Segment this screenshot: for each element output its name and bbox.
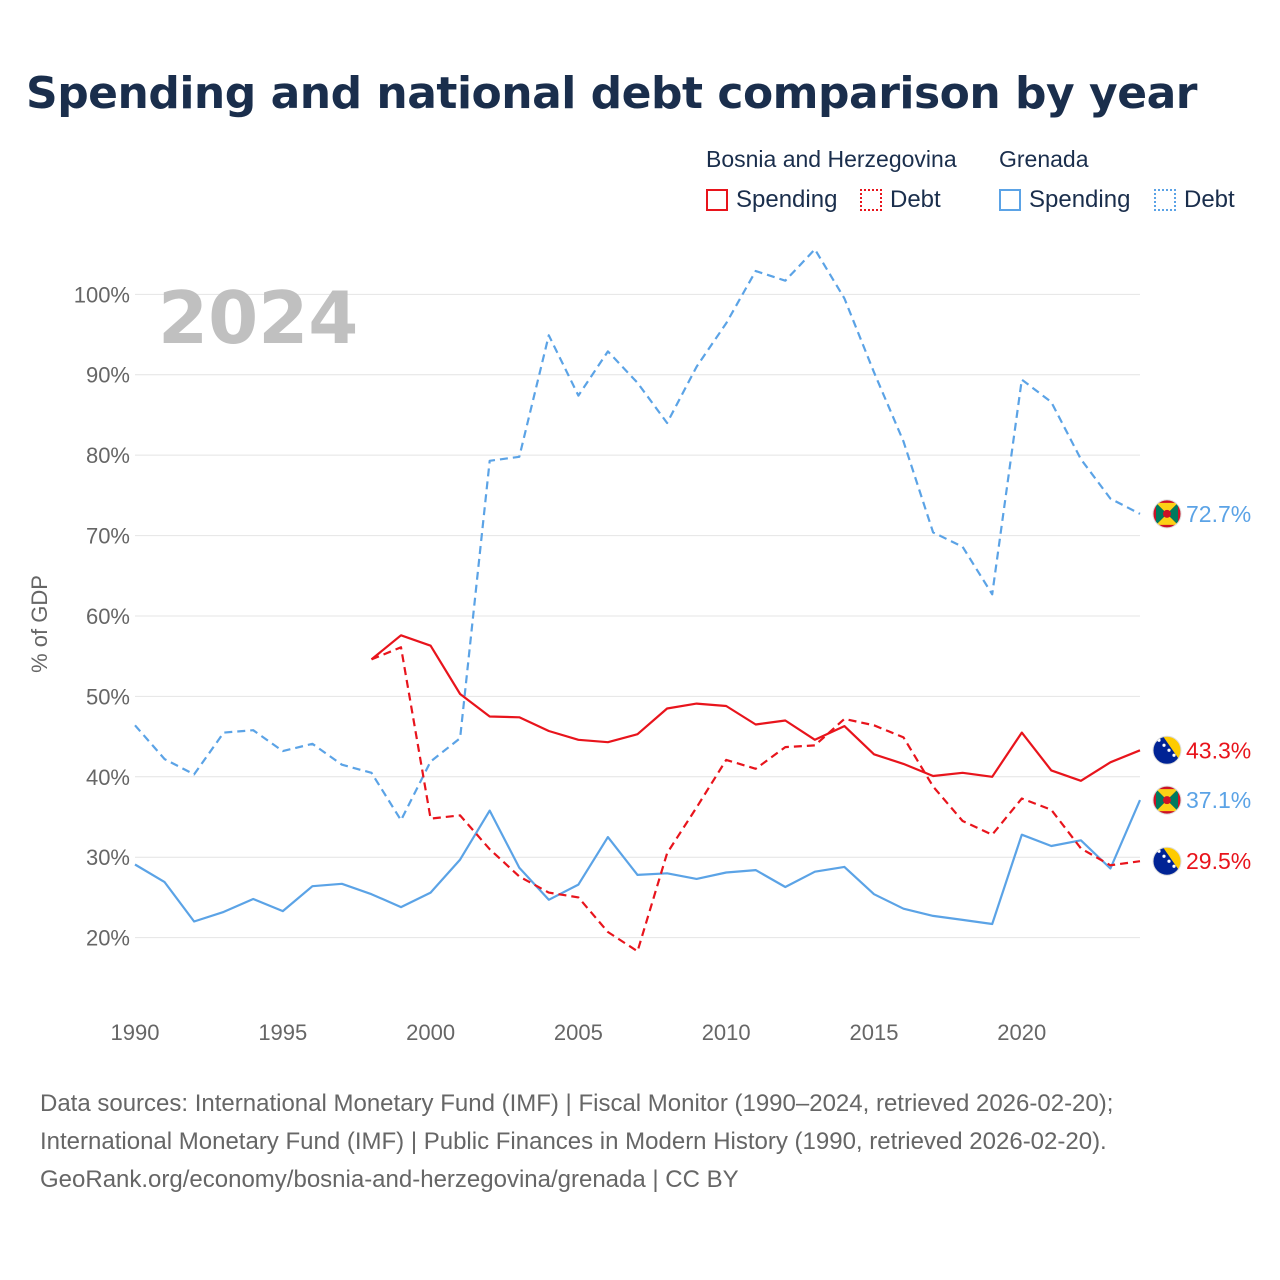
- legend-group-bosnia: Bosnia and Herzegovina: [706, 146, 957, 172]
- y-tick-label: 80%: [86, 443, 130, 468]
- x-tick-label: 2000: [406, 1020, 455, 1045]
- bosnia-flag-icon: [1152, 735, 1182, 765]
- x-tick-labels: 1990 1995 2000 2005 2010 2015 2020: [111, 1020, 1047, 1045]
- series-line-grenada-debt[interactable]: [134, 248, 1141, 822]
- series-end-label: 72.7%: [1186, 501, 1251, 527]
- chart-title: Spending and national debt comparison by…: [26, 68, 1197, 119]
- y-tick-label: 70%: [86, 524, 130, 549]
- grenada-flag-icon: [1152, 499, 1182, 529]
- gridlines: [135, 293, 1140, 939]
- legend-item-grenada-debt[interactable]: Debt: [1154, 186, 1235, 214]
- series-end-markers: 72.7% 37.1% 43.3% 29.5%: [1152, 499, 1251, 876]
- series-lines: [134, 248, 1142, 953]
- y-tick-label: 20%: [86, 926, 130, 951]
- y-tick-label: 30%: [86, 845, 130, 870]
- footer-sources-line2: International Monetary Fund (IMF) | Publ…: [40, 1128, 1107, 1155]
- series-line-grenada-spending[interactable]: [134, 799, 1142, 926]
- y-tick-label: 50%: [86, 684, 130, 709]
- x-tick-label: 2010: [702, 1020, 751, 1045]
- series-end-label: 37.1%: [1186, 787, 1251, 813]
- footer-sources-line1: Data sources: International Monetary Fun…: [40, 1090, 1114, 1117]
- y-tick-label: 40%: [86, 765, 130, 790]
- y-tick-label: 100%: [74, 282, 130, 307]
- series-end-label: 43.3%: [1186, 737, 1251, 763]
- y-tick-labels: 20% 30% 40% 50% 60% 70% 80% 90% 100%: [74, 282, 130, 950]
- series-line-bosnia-and-herzegovina-debt[interactable]: [371, 646, 1141, 953]
- year-label: 2024: [158, 276, 358, 360]
- legend-label: Debt: [1184, 186, 1235, 213]
- series-end-label: 29.5%: [1186, 848, 1251, 874]
- x-tick-label: 2015: [849, 1020, 898, 1045]
- footer-source-link[interactable]: GeoRank.org/economy/bosnia-and-herzegovi…: [40, 1166, 739, 1193]
- x-tick-label: 2020: [997, 1020, 1046, 1045]
- bosnia-flag-icon: [1152, 846, 1182, 876]
- legend-item-bosnia-spending[interactable]: Spending: [706, 186, 837, 214]
- x-tick-label: 1995: [258, 1020, 307, 1045]
- legend-item-bosnia-debt[interactable]: Debt: [860, 186, 941, 214]
- y-tick-label: 90%: [86, 363, 130, 388]
- x-tick-label: 2005: [554, 1020, 603, 1045]
- legend-item-grenada-spending[interactable]: Spending: [999, 186, 1130, 214]
- legend-label: Spending: [736, 186, 838, 213]
- legend-swatch-dotted-blue: [1154, 189, 1176, 211]
- series-line-bosnia-and-herzegovina-spending[interactable]: [370, 634, 1141, 782]
- line-chart: 2024 20%30%40%50%60%70%80%90%100% 1990 19…: [74, 248, 1251, 1045]
- legend-group-grenada: Grenada: [999, 146, 1089, 172]
- legend-swatch-solid-red: [706, 189, 728, 211]
- legend-label: Debt: [890, 186, 941, 213]
- grenada-flag-icon: [1152, 785, 1182, 815]
- legend-label: Spending: [1029, 186, 1131, 213]
- legend-swatch-dotted-red: [860, 189, 882, 211]
- legend-swatch-solid-blue: [999, 189, 1021, 211]
- x-tick-label: 1990: [111, 1020, 160, 1045]
- y-tick-label: 60%: [86, 604, 130, 629]
